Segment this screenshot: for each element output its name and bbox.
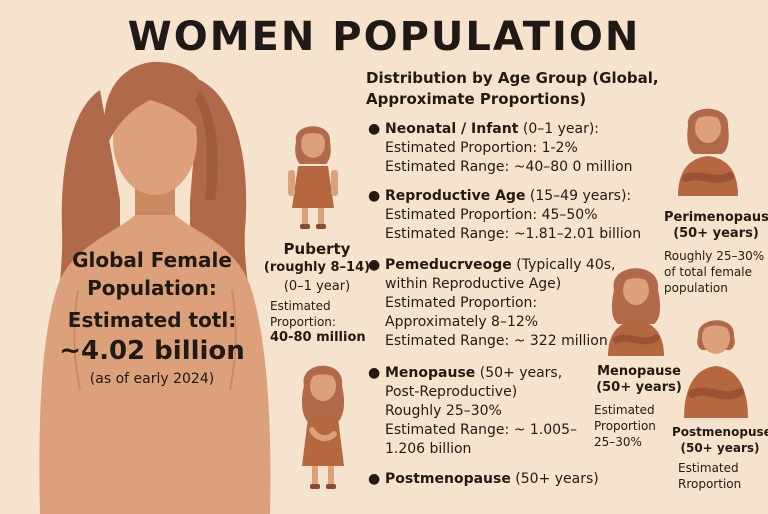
list-item-reproductive: ● Reproductive Age (15–49 years): Estima… (368, 187, 641, 244)
item-name-rest: (15–49 years): (525, 188, 632, 204)
item-name-rest: (50+ years) (510, 471, 599, 487)
item-name: Menopause (385, 365, 476, 381)
item-name: Postmenopause (385, 471, 511, 487)
puberty-l2: Proportion: (270, 315, 336, 329)
perimenopause-l2: of total female (664, 265, 753, 279)
perimenopause-l1: Roughly 25–30% (664, 249, 765, 263)
puberty-title: Puberty (283, 240, 351, 258)
item-line: Estimated Proportion: 45–50% (385, 207, 598, 223)
postmenopause-side-title: Postmenopuse (672, 425, 768, 439)
list-item-perimenopause: ● Pemeducrveoge (Typically 40s, within R… (368, 256, 616, 351)
perimenopause-title: Perimenopause (664, 210, 768, 225)
postmenopause-side-age: (50+ years) (680, 441, 760, 455)
postmenopause-side-l1: Estimated (678, 461, 739, 475)
perimenopause-l3: population (664, 281, 728, 295)
item-line: Estimated Range: ~1.81–2.01 billion (385, 226, 642, 242)
postmenopause-side-l2: Rroportion (678, 477, 742, 491)
bullet-icon: ● (368, 188, 381, 204)
bullet-icon: ● (368, 365, 381, 381)
woman-illustration-perimenopause (678, 108, 738, 196)
girl-illustration-2 (301, 365, 345, 489)
item-name-rest: (0–1 year): (518, 121, 600, 137)
item-name: Reproductive Age (385, 188, 526, 204)
girl-illustration (288, 126, 338, 229)
item-name: Pemeducrveoge (385, 257, 512, 273)
item-line: within Reproductive Age) (385, 276, 562, 292)
puberty-l3: 40-80 million (270, 330, 366, 345)
item-line: Roughly 25–30% (385, 403, 502, 419)
puberty-detail: Estimated Proportion: 40-80 million (270, 298, 370, 346)
menopause-side-l2: Proportion (594, 419, 656, 433)
menopause-side-block: Menopause (50+ years) (594, 364, 684, 396)
bullet-icon: ● (368, 257, 381, 273)
menopause-side-age: (50+ years) (596, 380, 682, 395)
item-line: Post-Reproductive) (385, 384, 518, 400)
menopause-side-l3: 25–30% (594, 435, 642, 449)
woman-illustration-postmenopause (684, 320, 748, 418)
item-name-rest: (50+ years, (475, 365, 563, 381)
item-line: 1.206 billion (385, 441, 472, 457)
page-title: WOMEN POPULATION (127, 14, 641, 60)
distribution-heading: Distribution by Age Group (Global, Appro… (366, 69, 659, 108)
puberty-block: Puberty (roughly 8–14) (0–1 year) (262, 240, 372, 296)
postmenopause-side-detail: Estimated Rroportion (678, 460, 766, 492)
global-estimate-value: ~4.02 billion (59, 336, 245, 366)
item-line: Estimated Proportion: 1-2% (385, 140, 578, 156)
perimenopause-age: (50+ years) (673, 226, 759, 241)
perimenopause-block: Perimenopause (50+ years) (664, 210, 768, 242)
item-line: Estimated Range: ~ 322 million (385, 333, 608, 349)
list-item-menopause: ● Menopause (50+ years, Post-Reproductiv… (368, 364, 577, 459)
menopause-side-l1: Estimated (594, 403, 655, 417)
puberty-l1: Estimated (270, 299, 331, 313)
item-line: Estimated Range: ~40–80 0 million (385, 159, 633, 175)
item-line: Approximately 8–12% (385, 314, 539, 330)
global-female-label: Global Female Population: (72, 248, 232, 300)
bullet-icon: ● (368, 121, 381, 137)
list-item-postmenopause: ● Postmenopause (50+ years) (368, 470, 599, 489)
woman-illustration-menopause (608, 268, 664, 356)
item-line: Estimated Range: ~ 1.005– (385, 422, 577, 438)
global-estimate-date: (as of early 2024) (89, 371, 215, 387)
global-estimate-label: Estimated totl: (67, 308, 237, 332)
puberty-sub: (0–1 year) (283, 279, 351, 294)
menopause-side-detail: Estimated Proportion 25–30% (594, 402, 674, 450)
woman-silhouette-illustration (39, 61, 271, 514)
bullet-icon: ● (368, 471, 381, 487)
menopause-side-title: Menopause (597, 364, 681, 379)
perimenopause-detail: Roughly 25–30% of total female populatio… (664, 248, 768, 296)
item-line: Estimated Proportion: (385, 295, 538, 311)
item-name: Neonatal / Infant (385, 121, 519, 137)
item-name-rest: (Typically 40s, (511, 257, 616, 273)
puberty-age: (roughly 8–14) (263, 260, 371, 275)
postmenopause-side-block: Postmenopuse (50+ years) (672, 424, 768, 456)
list-item-neonatal: ● Neonatal / Infant (0–1 year): Estimate… (368, 120, 633, 177)
